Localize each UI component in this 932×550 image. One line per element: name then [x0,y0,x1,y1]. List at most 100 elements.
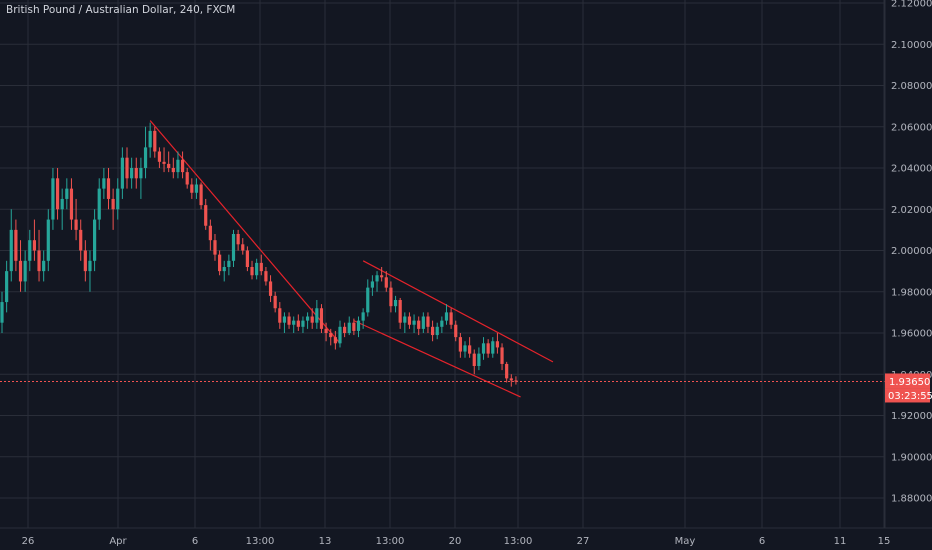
candle [495,333,500,354]
candle [102,168,106,199]
trendlines[interactable] [149,120,554,398]
candle [398,297,402,329]
candle [463,341,467,358]
time-tick-label: May [675,536,696,547]
price-tick-label: 1.90000 [891,452,932,463]
candle [430,320,435,342]
current-price-label: 1.93650 03:23:55 [885,373,932,403]
candle [9,209,13,282]
time-tick-label: 27 [577,536,590,547]
candle [509,374,513,387]
candle [185,168,189,189]
candle [51,168,55,230]
candle [491,337,495,358]
time-tick-label: 11 [834,536,847,547]
candle [116,178,120,220]
candle [273,291,277,313]
candle [28,229,32,272]
candle [259,254,263,276]
current-price-value: 1.93650 [889,377,930,388]
candle [42,250,46,282]
candle [97,178,101,230]
candle [231,229,236,267]
countdown-box [885,388,930,403]
candle [333,330,337,350]
candle [23,250,27,292]
candle [389,281,393,313]
candle [440,316,444,333]
candle [403,312,407,333]
time-tick-label: 20 [449,536,462,547]
candle [500,343,504,371]
price-tick-label: 1.96000 [891,329,932,340]
trendline[interactable] [362,260,554,363]
candle [454,320,458,342]
price-tick-label: 2.02000 [891,205,932,216]
candle [384,271,388,292]
candle [0,291,4,333]
candle [458,333,462,358]
candle [83,240,87,282]
price-tick-label: 2.08000 [891,81,932,92]
candle [292,316,296,333]
chart-grid [0,0,885,528]
candle [505,361,509,383]
candle [347,316,351,336]
candle [37,229,41,282]
candle [380,267,384,282]
candle [282,312,287,333]
time-tick-label: 13 [319,536,332,547]
candle [296,314,300,331]
candle [486,339,490,358]
time-tick-label: 26 [22,536,35,547]
candle [278,302,282,329]
candle [370,275,374,296]
candle [343,322,347,338]
candle [157,147,162,168]
candles [0,122,518,387]
candle [305,312,310,329]
price-tick-label: 1.98000 [891,287,932,298]
candle [361,308,365,329]
candle [55,168,60,220]
candle [190,178,194,199]
candle [287,312,291,329]
candle [176,151,180,179]
candle [245,246,249,272]
time-tick-label: 13:00 [376,536,405,547]
price-tick-label: 2.10000 [891,40,932,51]
candle [79,219,83,261]
candle [426,312,430,333]
candle [468,337,472,358]
candle [199,182,203,210]
candle [412,314,416,333]
price-axis[interactable]: 1.880001.900001.920001.940001.960001.980… [884,0,932,550]
candle [130,157,134,189]
candle [417,316,421,336]
candle [14,219,18,272]
trendline[interactable] [353,320,521,398]
candle [139,157,143,199]
candle [449,308,453,329]
candle [134,157,138,189]
candle [356,316,361,338]
candle [148,122,152,158]
candle [74,198,78,241]
candle [310,308,314,329]
candle [375,271,379,292]
current-price-box [885,373,930,389]
price-tick-label: 1.88000 [891,494,932,505]
candle [338,320,342,348]
time-axis[interactable]: 26 Apr 6 13:00 13 13:00 20 13:00 27 May 6 11 15 [0,527,932,550]
candle [171,157,175,179]
candle [241,238,245,255]
candle [162,147,166,173]
candle [69,178,74,230]
time-tick-label: 13:00 [504,536,533,547]
candle [204,198,208,230]
price-tick-label: 2.06000 [891,122,932,133]
price-tick-label: 2.04000 [891,164,932,175]
candle [5,260,9,313]
trendline[interactable] [149,120,341,344]
